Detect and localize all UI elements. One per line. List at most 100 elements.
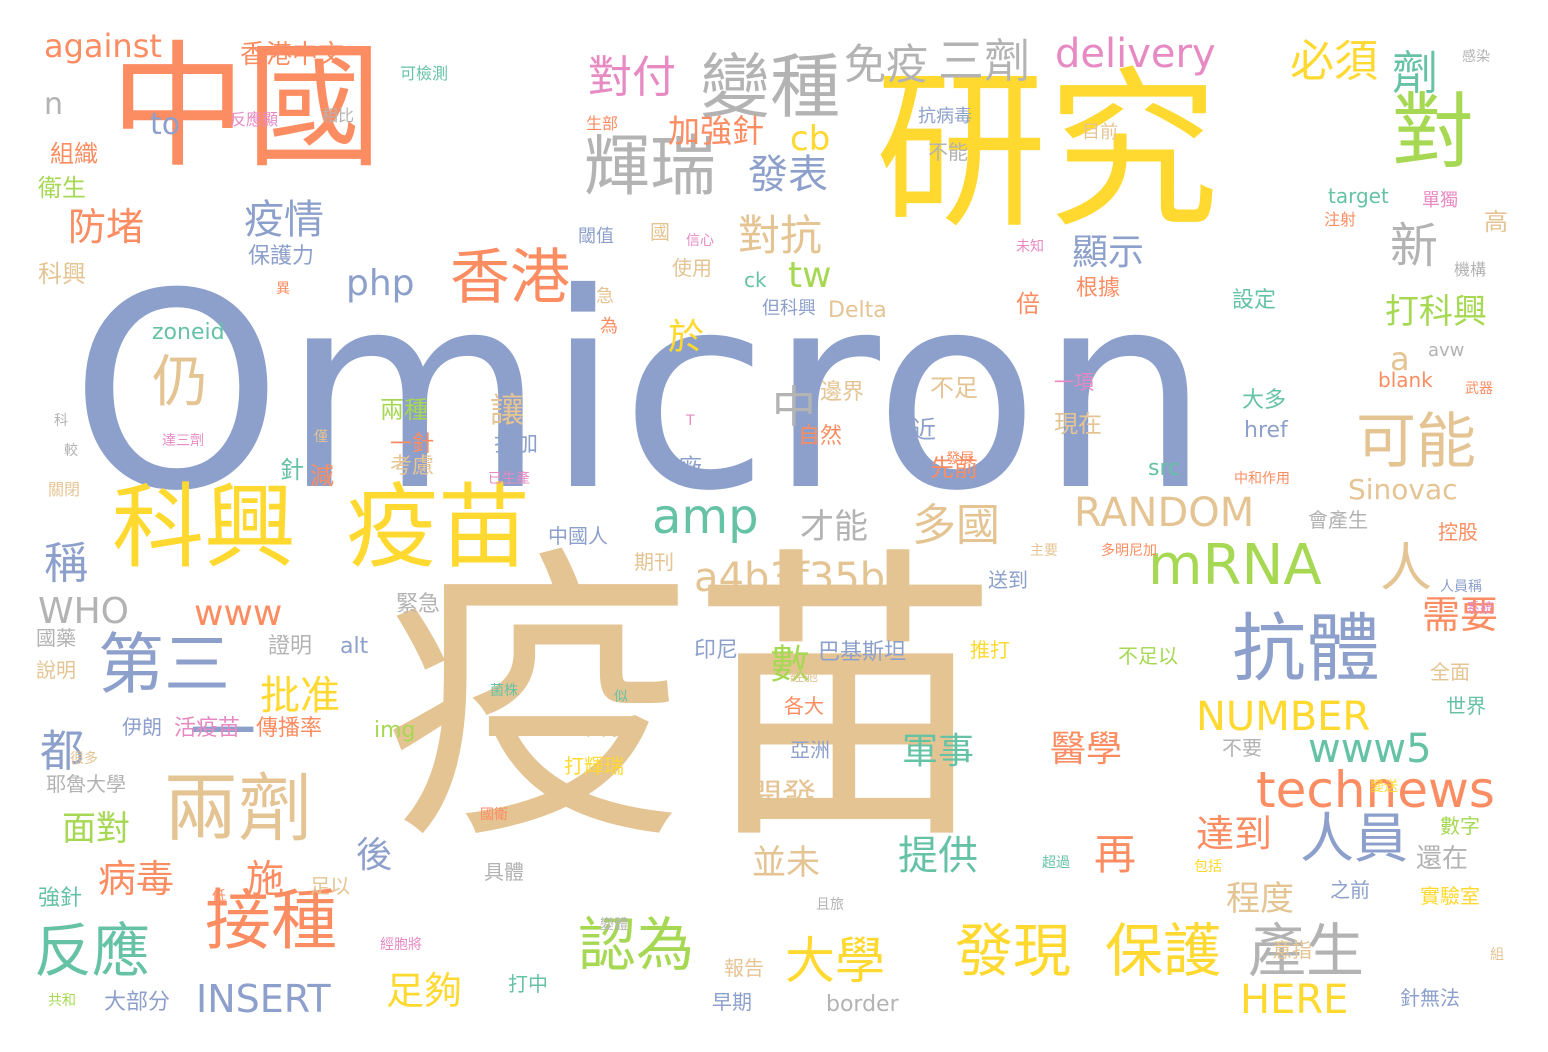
word-47: 顯示 — [1072, 232, 1145, 273]
word-90: 相比 — [322, 106, 355, 125]
word-86: 保護力 — [248, 244, 315, 269]
word-104: 但科興 — [762, 298, 816, 319]
word-111: blank — [1378, 368, 1433, 392]
word-58: 稱 — [44, 538, 88, 589]
word-100: 單獨 — [1422, 190, 1458, 211]
word-161: 不要 — [1222, 736, 1262, 760]
word-164: 數字 — [1440, 814, 1480, 838]
word-141: 主要 — [1030, 543, 1058, 559]
word-24: 大學 — [785, 932, 885, 990]
word-150: 不足以 — [1118, 644, 1178, 668]
word-190: 很多 — [70, 751, 98, 767]
word-12: 變種 — [700, 46, 840, 128]
word-57: WHO — [38, 591, 130, 632]
word-65: 軍事 — [902, 731, 975, 772]
word-179: 針無法 — [1400, 986, 1460, 1010]
word-159: 國家 — [586, 716, 626, 740]
word-76: 施 — [246, 857, 285, 901]
word-137: 期刊 — [634, 550, 674, 574]
word-176: 早期 — [712, 990, 752, 1014]
word-31: delivery — [1055, 31, 1216, 77]
word-126: src — [1148, 456, 1181, 481]
word-96: 國 — [650, 220, 670, 244]
word-147: 印尼 — [694, 638, 739, 663]
word-106: 倍 — [1016, 290, 1040, 318]
word-124: 現在 — [1054, 410, 1102, 438]
word-128: 針 — [280, 456, 304, 484]
word-135: 會產生 — [1308, 508, 1368, 532]
word-142: 人員稱 — [1440, 579, 1482, 595]
word-20: 反應 — [34, 917, 151, 985]
word-169: 足以 — [310, 874, 350, 898]
word-194: 國衛 — [480, 807, 508, 823]
word-84: 衛生 — [38, 174, 86, 202]
word-85: 科興 — [38, 260, 86, 288]
word-102: 高 — [1484, 208, 1508, 236]
word-46: php — [346, 263, 415, 304]
word-119: 一針 — [390, 432, 435, 457]
word-4: 中國 — [110, 29, 382, 187]
word-162: 耶魯大學 — [46, 772, 126, 796]
word-180: 共和 — [48, 993, 76, 1009]
word-14: 香港 — [450, 243, 570, 313]
word-21: 認為 — [578, 911, 695, 979]
word-101: 注射 — [1324, 210, 1357, 229]
word-73: 還在 — [1416, 844, 1469, 874]
word-25: amp — [652, 489, 759, 545]
word-23: 人員 — [1300, 807, 1408, 870]
word-158: 世界 — [1446, 694, 1486, 718]
word-170: 且旅 — [816, 897, 844, 913]
word-116: 武器 — [1465, 381, 1493, 397]
word-138: 送到 — [988, 568, 1028, 592]
word-151: 全面 — [1430, 660, 1470, 684]
word-22: 產生 — [1248, 917, 1365, 985]
word-160: 亞洲 — [790, 738, 830, 762]
word-186: 達三劑 — [162, 433, 204, 449]
word-54: Sinovac — [1348, 473, 1458, 506]
word-18: 發現 — [955, 917, 1072, 985]
word-49: 於 — [668, 317, 705, 358]
word-67: 提供 — [898, 833, 978, 879]
word-118: 讓 — [490, 391, 524, 431]
word-184: 科 — [54, 413, 68, 429]
word-36: 免疫 — [844, 40, 929, 89]
word-152: 說明 — [36, 658, 76, 682]
word-146: alt — [340, 634, 369, 659]
word-188: T — [686, 413, 695, 429]
word-139: 多明尼加 — [1101, 543, 1157, 559]
word-156: img — [374, 718, 416, 743]
word-7: 兩劑 — [164, 766, 312, 852]
word-64: 需要 — [1422, 593, 1499, 637]
word-95: 不能 — [928, 140, 968, 164]
word-15: 仍 — [152, 350, 208, 415]
word-53: RANDOM — [1074, 490, 1255, 536]
word-34: 劑 — [1392, 46, 1438, 100]
word-189: 關閉 — [48, 480, 81, 499]
word-40: 疫情 — [244, 197, 324, 243]
word-129: 減 — [310, 462, 334, 490]
word-122: 近 — [912, 416, 936, 444]
word-61: 數 — [770, 642, 810, 688]
word-94: 目前 — [1082, 122, 1118, 143]
word-120: 打加 — [494, 432, 539, 457]
word-17: mRNA — [1148, 533, 1322, 598]
word-8: 接種 — [205, 882, 337, 959]
word-175: 打中 — [508, 972, 548, 996]
word-192: 菌株 — [490, 683, 518, 699]
word-114: 一項 — [1054, 370, 1094, 394]
word-98: 使用 — [672, 256, 712, 280]
word-56: www — [194, 593, 283, 634]
word-38: 香港中文 — [240, 40, 345, 70]
word-117: 兩種 — [380, 396, 428, 424]
word-89: 反應顯 — [230, 110, 279, 129]
word-32: 三劑 — [938, 34, 1030, 88]
word-133: 廠 — [678, 454, 702, 482]
word-2: 疫苗 — [383, 522, 999, 881]
word-44: cb — [790, 119, 831, 159]
word-11: 對 — [1392, 85, 1475, 180]
word-63: NUMBER — [1196, 694, 1371, 740]
word-145: 證明 — [268, 634, 313, 659]
word-35: 對付 — [588, 52, 676, 103]
word-182: 變體 — [600, 917, 628, 933]
word-181: 經胞將 — [380, 937, 422, 953]
